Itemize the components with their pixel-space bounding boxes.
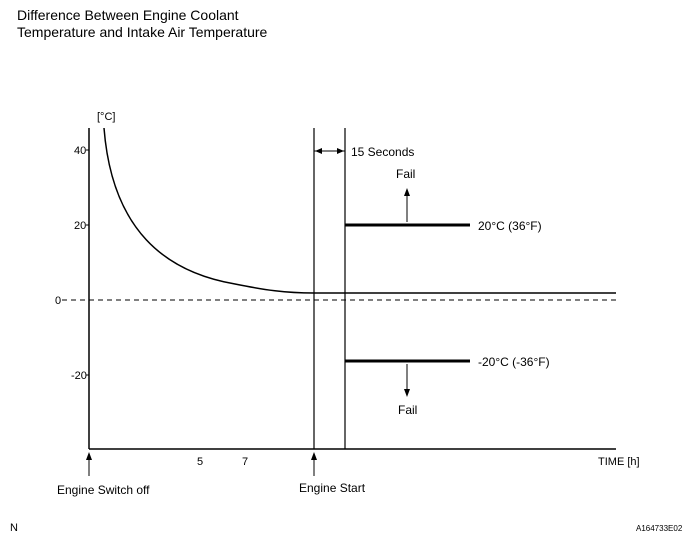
y-tick-40: 40 [74, 145, 86, 157]
y-tick-minus-20: -20 [71, 370, 87, 382]
upper-fail-label: Fail [396, 167, 415, 181]
y-axis-unit: [°C] [97, 111, 115, 123]
x-tick-7: 7 [242, 456, 248, 468]
interval-arrowhead-right [337, 148, 344, 154]
x-tick-5: 5 [197, 456, 203, 468]
engine-start-label: Engine Start [299, 481, 366, 495]
upper-fail-arrowhead [404, 188, 410, 196]
title-line-2: Temperature and Intake Air Temperature [17, 24, 268, 40]
interval-arrowhead-left [315, 148, 322, 154]
lower-threshold-label: -20°C (-36°F) [478, 355, 550, 369]
lower-fail-label: Fail [398, 403, 417, 417]
engine-switch-off-label: Engine Switch off [57, 483, 150, 497]
upper-threshold-label: 20°C (36°F) [478, 219, 542, 233]
figure-code: A164733E02 [636, 524, 683, 533]
temperature-difference-curve [103, 127, 616, 294]
x-axis-label: TIME [h] [598, 456, 640, 468]
y-tick-0: 0 [55, 295, 61, 307]
switch-off-arrowhead [86, 452, 92, 460]
engine-start-arrowhead [311, 452, 317, 460]
y-tick-20: 20 [74, 220, 86, 232]
interval-label: 15 Seconds [351, 145, 414, 159]
corner-mark: N [10, 522, 18, 534]
title-line-1: Difference Between Engine Coolant [17, 7, 239, 23]
lower-fail-arrowhead [404, 389, 410, 397]
